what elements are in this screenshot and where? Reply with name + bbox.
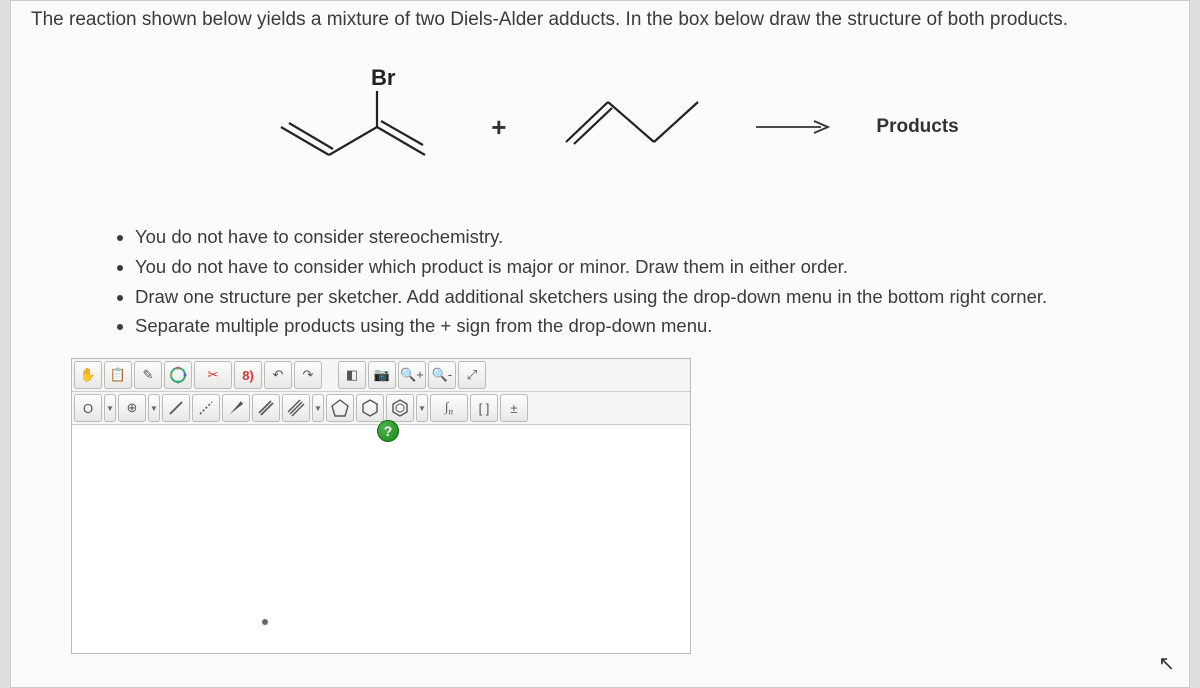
cutc-icon: 8) — [242, 368, 254, 383]
integral-tool[interactable]: ∫n — [430, 394, 468, 422]
sketcher: ✋ 📋 ✎ ✂ 8) ↶ ↷ ◧ 📷 🔍+ 🔍- ⤢ O ▼ ⊕ ▼ — [71, 358, 691, 654]
dienophile-structure — [546, 82, 716, 172]
double-bond-tool[interactable] — [252, 394, 280, 422]
clipboard-icon: 📋 — [110, 367, 126, 383]
toolbar-row-2: O ▼ ⊕ ▼ ▼ — [72, 392, 690, 425]
br-label: Br — [371, 67, 396, 90]
help-button[interactable]: ? — [377, 420, 399, 442]
zoom-out-icon: 🔍- — [432, 367, 453, 383]
ring-6-tool[interactable] — [356, 394, 384, 422]
reaction-diagram: Br + Products — [31, 47, 1169, 217]
zoom-in-tool[interactable]: 🔍+ — [398, 361, 426, 389]
camera-tool[interactable]: 📷 — [368, 361, 396, 389]
plus-sign: + — [491, 112, 506, 143]
pentagon-icon — [330, 398, 350, 418]
charge-icon: ± — [510, 401, 517, 416]
caret-icon: ▼ — [106, 404, 114, 413]
bracket-icon: [ ] — [479, 401, 490, 416]
bond-dropdown[interactable]: ▼ — [312, 394, 324, 422]
add-dropdown[interactable]: ▼ — [148, 394, 160, 422]
caret-icon-3: ▼ — [314, 404, 322, 413]
atom-dropdown[interactable]: ▼ — [104, 394, 116, 422]
wedge-bond-tool[interactable] — [222, 394, 250, 422]
redo-icon: ↷ — [303, 367, 314, 383]
diene-structure: Br — [241, 67, 451, 187]
charge-tool[interactable]: ± — [500, 394, 528, 422]
question-prompt: The reaction shown below yields a mixtur… — [31, 9, 1169, 31]
bullet-1: You do not have to consider stereochemis… — [135, 223, 1169, 251]
add-tool[interactable]: ⊕ — [118, 394, 146, 422]
cube-icon: ◧ — [346, 367, 358, 383]
undo-icon: ↶ — [273, 367, 284, 383]
hand-icon: ✋ — [80, 367, 96, 383]
instructions-list: You do not have to consider stereochemis… — [31, 223, 1169, 340]
fit-icon: ⤢ — [467, 367, 477, 383]
benzene-icon — [390, 398, 410, 418]
hexagon-icon — [360, 398, 380, 418]
canvas-dot — [262, 619, 268, 625]
single-bond-tool[interactable] — [162, 394, 190, 422]
products-label: Products — [876, 116, 958, 138]
ring-benzene-tool[interactable] — [386, 394, 414, 422]
dashed-bond-icon — [197, 399, 215, 417]
molview-tool[interactable]: ◧ — [338, 361, 366, 389]
clipboard-tool[interactable]: 📋 — [104, 361, 132, 389]
bullet-3: Draw one structure per sketcher. Add add… — [135, 283, 1169, 311]
caret-icon-2: ▼ — [150, 404, 158, 413]
zoom-fit-tool[interactable]: ⤢ — [458, 361, 486, 389]
zoom-in-icon: 🔍+ — [400, 367, 424, 383]
ring-5-tool[interactable] — [326, 394, 354, 422]
atom-select[interactable]: O — [74, 394, 102, 422]
cursor-icon: ↖ — [1158, 651, 1175, 676]
redo-tool[interactable]: ↷ — [294, 361, 322, 389]
zoom-out-tool[interactable]: 🔍- — [428, 361, 456, 389]
pencil-icon: ✎ — [143, 367, 154, 383]
atom-o-label: O — [83, 401, 93, 416]
caret-icon-4: ▼ — [418, 404, 426, 413]
toolbar-row-1: ✋ 📋 ✎ ✂ 8) ↶ ↷ ◧ 📷 🔍+ 🔍- ⤢ — [72, 359, 690, 392]
double-bond-icon — [257, 399, 275, 417]
scissors-tool[interactable]: ✂ — [194, 361, 232, 389]
dashed-bond-tool[interactable] — [192, 394, 220, 422]
bullet-4: Separate multiple products using the + s… — [135, 312, 1169, 340]
bracket-tool[interactable]: [ ] — [470, 394, 498, 422]
triple-bond-icon — [287, 399, 305, 417]
scissors-icon: ✂ — [208, 367, 219, 383]
drawing-canvas[interactable]: ? — [72, 425, 690, 653]
bullet-2: You do not have to consider which produc… — [135, 253, 1169, 281]
reaction-arrow — [756, 119, 836, 135]
atom-wheel-tool[interactable] — [164, 361, 192, 389]
integral-icon: ∫n — [445, 399, 453, 417]
hand-tool[interactable]: ✋ — [74, 361, 102, 389]
ring-dropdown[interactable]: ▼ — [416, 394, 428, 422]
wedge-icon — [227, 399, 245, 417]
single-bond-icon — [167, 399, 185, 417]
wheel-icon — [169, 366, 187, 384]
pencil-tool[interactable]: ✎ — [134, 361, 162, 389]
undo-tool[interactable]: ↶ — [264, 361, 292, 389]
camera-icon: 📷 — [374, 367, 390, 383]
cut-icon-tool[interactable]: 8) — [234, 361, 262, 389]
plus-circle-icon: ⊕ — [127, 400, 138, 416]
triple-bond-tool[interactable] — [282, 394, 310, 422]
